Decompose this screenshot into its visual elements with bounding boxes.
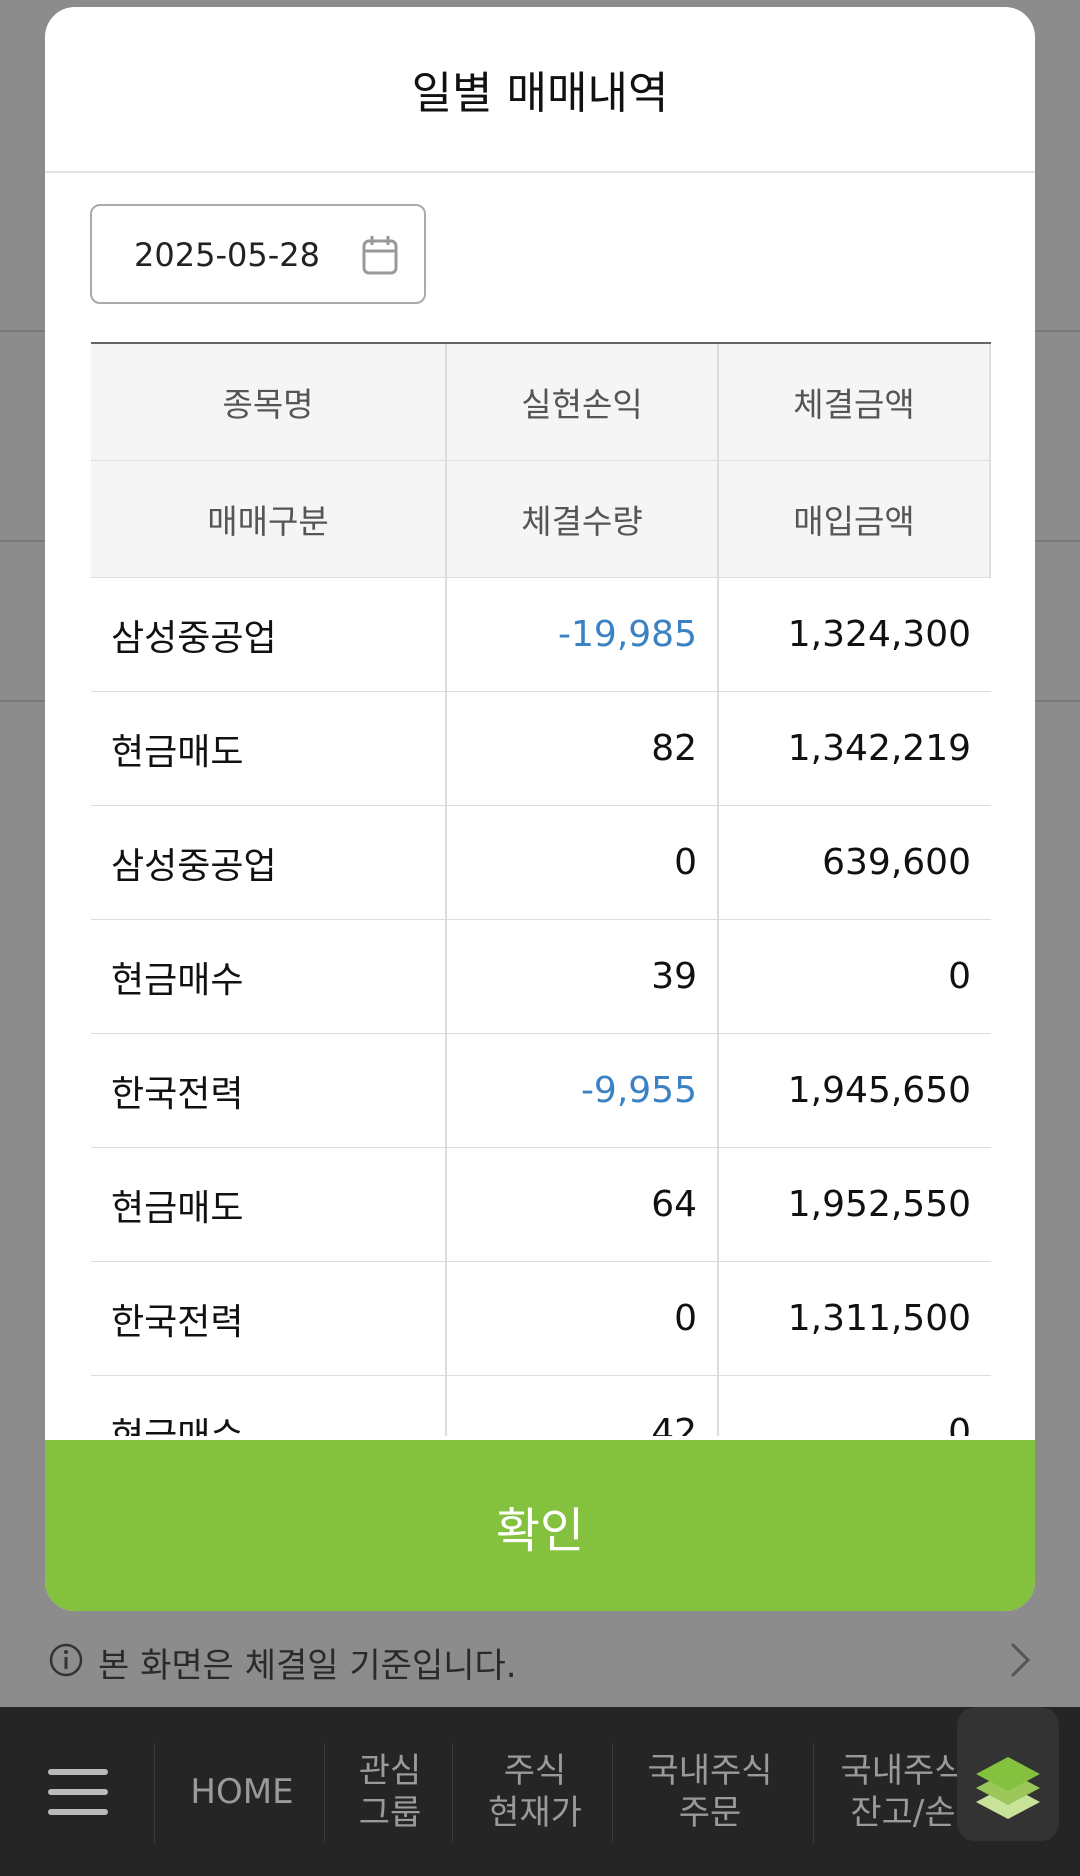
nav-separator xyxy=(154,1743,155,1843)
bottom-nav: HOME 관심 그룹 주식 현재가 국내주식 주문 국내주식 잔고/손 xyxy=(0,1707,1080,1876)
header-cell: 매입금액 xyxy=(719,461,991,578)
nav-label: 주식 xyxy=(503,1750,567,1791)
nav-item[interactable]: 국내주식 주문 xyxy=(630,1707,790,1876)
value-cell: 82 xyxy=(447,692,719,806)
layer-icon xyxy=(976,1757,1040,1819)
nav-separator xyxy=(452,1743,453,1843)
value-cell[interactable]: 1,311,500 xyxy=(719,1262,991,1376)
name-cell: 현금매도 xyxy=(91,1148,447,1262)
value-cell[interactable]: 1,324,300 xyxy=(719,578,991,692)
header-cell: 체결금액 xyxy=(719,344,991,461)
divider xyxy=(45,171,1035,173)
nav-label: 현재가 xyxy=(488,1792,582,1833)
menu-icon[interactable] xyxy=(48,1769,108,1815)
nav-separator xyxy=(324,1743,325,1843)
nav-item[interactable]: 국내주식 잔고/손 xyxy=(823,1707,983,1876)
value-cell: 0 xyxy=(719,1376,991,1436)
value-cell[interactable]: 0 xyxy=(447,806,719,920)
name-cell: 현금매수 xyxy=(91,920,447,1034)
confirm-button[interactable]: 확인 xyxy=(45,1440,1035,1611)
header-cell: 매매구분 xyxy=(91,461,447,578)
value-cell: 42 xyxy=(447,1376,719,1436)
date-picker[interactable]: 2025-05-28 xyxy=(90,204,426,304)
calendar-icon xyxy=(362,236,398,275)
value-cell[interactable]: 0 xyxy=(447,1262,719,1376)
value-cell[interactable]: 1,945,650 xyxy=(719,1034,991,1148)
name-cell: 현금매수 xyxy=(91,1376,447,1436)
header-cell: 실현손익 xyxy=(447,344,719,461)
nav-label: 국내주식 xyxy=(840,1750,966,1791)
nav-separator xyxy=(612,1743,613,1843)
value-cell: 1,342,219 xyxy=(719,692,991,806)
value-cell[interactable]: -19,985 xyxy=(447,578,719,692)
value-cell: 0 xyxy=(719,920,991,1034)
date-text: 2025-05-28 xyxy=(134,236,320,274)
name-cell[interactable]: 삼성중공업 xyxy=(91,578,447,692)
nav-item[interactable]: 관심 그룹 xyxy=(310,1707,470,1876)
nav-label: 국내주식 xyxy=(647,1750,773,1791)
name-cell: 현금매도 xyxy=(91,692,447,806)
header-cell: 체결수량 xyxy=(447,461,719,578)
nav-label: 그룹 xyxy=(358,1792,422,1833)
value-cell[interactable]: 639,600 xyxy=(719,806,991,920)
layer-button[interactable] xyxy=(957,1707,1059,1841)
nav-label: 관심 xyxy=(358,1750,422,1791)
notice: 본 화면은 체결일 기준입니다. xyxy=(98,1646,517,1686)
value-cell: 39 xyxy=(447,920,719,1034)
name-cell[interactable]: 한국전력 xyxy=(91,1262,447,1376)
value-cell: 64 xyxy=(447,1148,719,1262)
nav-label: HOME xyxy=(190,1771,294,1812)
nav-item[interactable]: 주식 현재가 xyxy=(455,1707,615,1876)
name-cell[interactable]: 삼성중공업 xyxy=(91,806,447,920)
header-cell: 종목명 xyxy=(91,344,447,461)
nav-separator xyxy=(813,1743,814,1843)
nav-label: 주문 xyxy=(678,1792,742,1833)
value-cell: 1,952,550 xyxy=(719,1148,991,1262)
nav-label: 잔고/손 xyxy=(850,1792,956,1833)
modal-title: 일별 매매내역 xyxy=(411,68,669,119)
value-cell[interactable]: -9,955 xyxy=(447,1034,719,1148)
name-cell[interactable]: 한국전력 xyxy=(91,1034,447,1148)
nav-item[interactable]: HOME xyxy=(162,1707,322,1876)
info-icon xyxy=(49,1643,83,1677)
chevron[interactable] xyxy=(1008,1640,1032,1680)
